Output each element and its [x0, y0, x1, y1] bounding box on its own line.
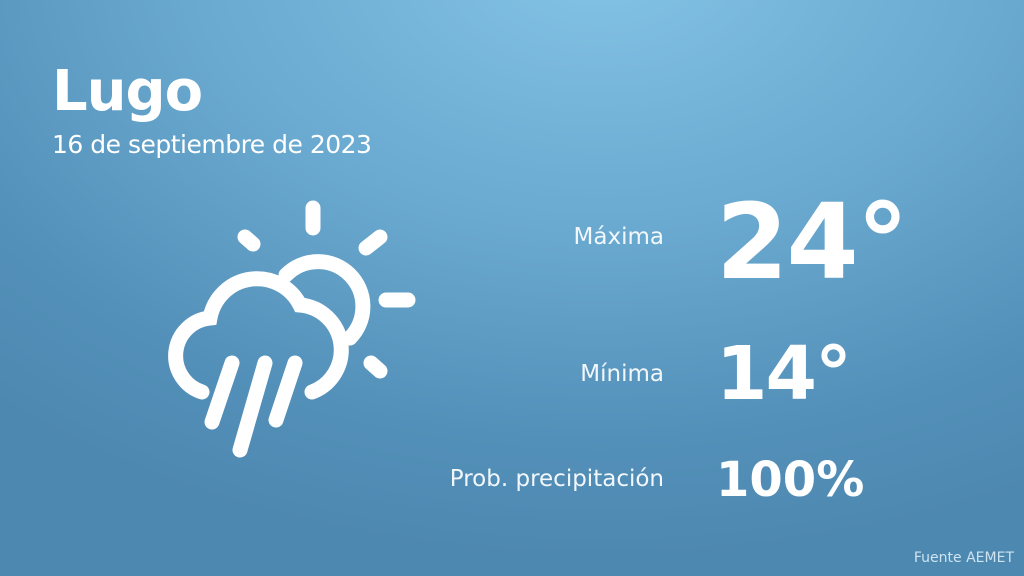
min-temp-value: 14° — [716, 331, 852, 417]
max-temp-label: Máxima — [573, 224, 664, 250]
city-name: Lugo — [52, 59, 203, 124]
source-credit: Fuente AEMET — [913, 550, 1014, 566]
max-temp-value: 24° — [716, 181, 909, 303]
min-temp-label: Mínima — [580, 361, 664, 387]
precip-label: Prob. precipitación — [449, 466, 664, 492]
precip-value: 100% — [716, 452, 865, 508]
sun-rays-icon — [237, 200, 416, 379]
sun-arc — [278, 254, 371, 346]
rain-drops-icon — [204, 355, 303, 458]
forecast-date: 16 de septiembre de 2023 — [52, 130, 372, 159]
cloud-outline — [168, 271, 349, 400]
